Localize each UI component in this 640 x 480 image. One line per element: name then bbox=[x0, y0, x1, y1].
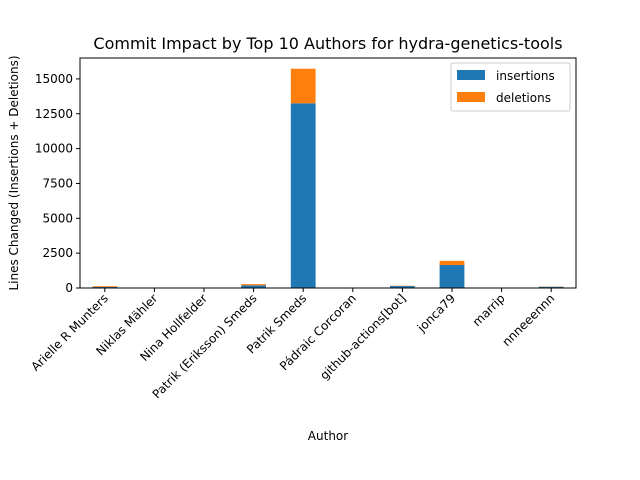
y-tick-label: 5000 bbox=[42, 211, 73, 225]
x-tick-label: Arielle R Munters bbox=[28, 291, 111, 374]
y-axis-label: Lines Changed (Insertions + Deletions) bbox=[7, 55, 21, 290]
x-tick-label: jonca79 bbox=[414, 291, 458, 335]
y-tick-label: 15000 bbox=[35, 72, 73, 86]
y-tick-label: 2500 bbox=[42, 246, 73, 260]
chart-title: Commit Impact by Top 10 Authors for hydr… bbox=[93, 34, 562, 53]
bar-insertions-6 bbox=[390, 286, 415, 288]
y-tick-label: 7500 bbox=[42, 176, 73, 190]
y-tick-label: 0 bbox=[65, 281, 73, 295]
bar-insertions-7 bbox=[439, 265, 465, 288]
bar-insertions-3 bbox=[241, 285, 266, 288]
plot-frame bbox=[79, 57, 577, 289]
legend-label-insertions: insertions bbox=[496, 69, 555, 83]
y-tick-label: 10000 bbox=[35, 142, 73, 156]
x-tick-label: github-actions[bot] bbox=[317, 291, 408, 382]
bar-deletions-7 bbox=[439, 260, 465, 265]
x-tick-label: nnneeennn bbox=[499, 291, 557, 349]
bar-insertions-4 bbox=[290, 103, 316, 288]
bar-deletions-0 bbox=[92, 286, 118, 288]
legend: insertions deletions bbox=[450, 62, 571, 112]
x-axis-label: Author bbox=[308, 429, 348, 443]
legend-swatch-deletions bbox=[457, 92, 485, 102]
bar-deletions-3 bbox=[241, 284, 266, 286]
bars bbox=[92, 68, 564, 288]
y-tick-label: 12500 bbox=[35, 107, 73, 121]
legend-swatch-insertions bbox=[457, 70, 485, 80]
bar-deletions-4 bbox=[290, 68, 316, 104]
x-tick-label: marrip bbox=[470, 291, 508, 329]
y-axis: 0 2500 5000 7500 10000 12500 15000 bbox=[35, 72, 80, 295]
bar-insertions-9 bbox=[538, 286, 564, 288]
legend-label-deletions: deletions bbox=[496, 91, 551, 105]
